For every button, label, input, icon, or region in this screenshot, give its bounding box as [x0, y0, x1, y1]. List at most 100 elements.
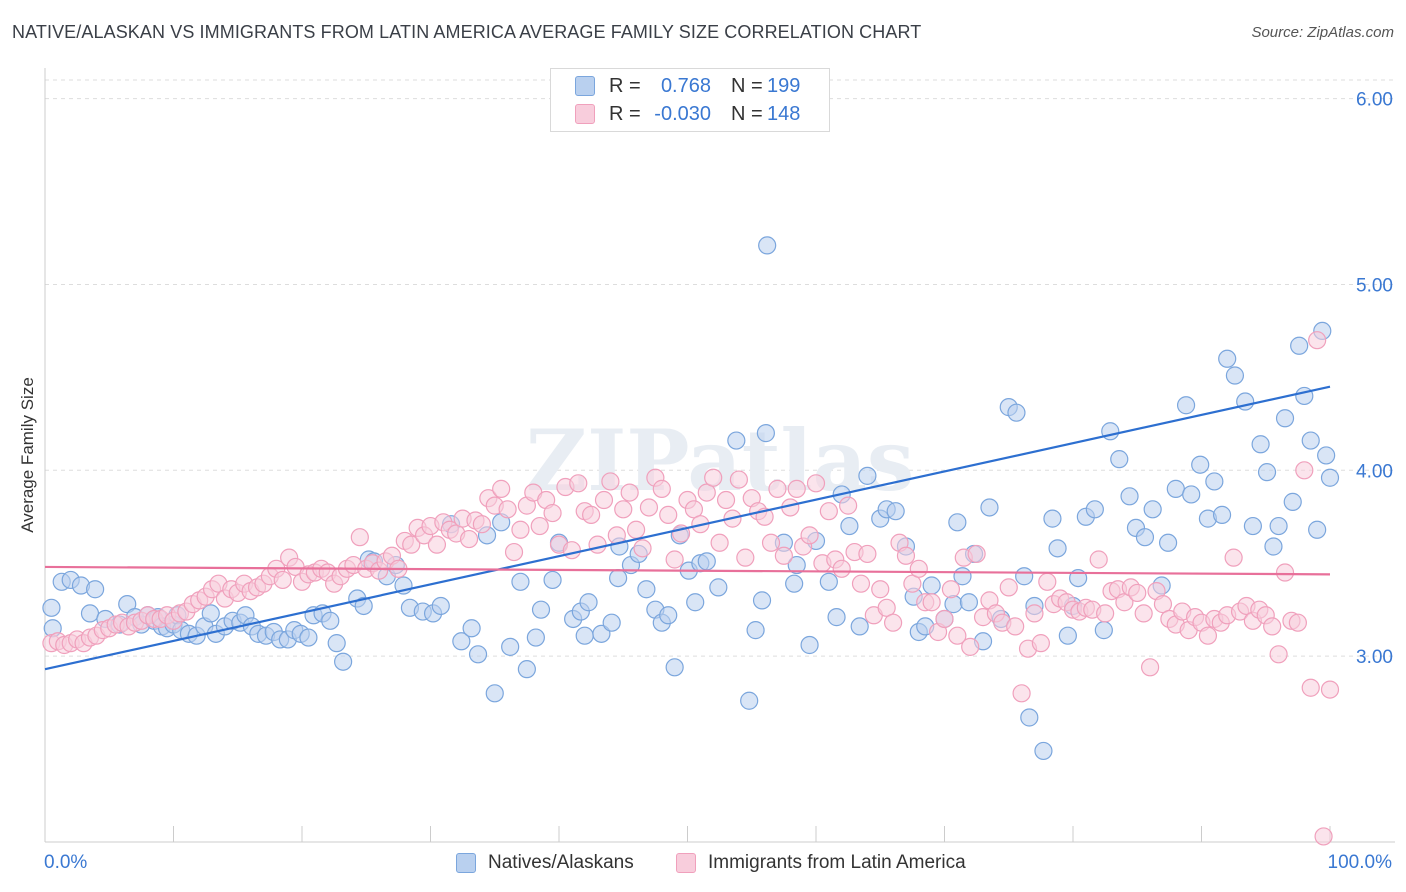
- point-natives: [575, 626, 594, 645]
- legend-swatch-blue: [456, 853, 476, 873]
- point-immigrants: [774, 546, 793, 565]
- point-natives: [609, 568, 628, 588]
- point-immigrants: [1140, 658, 1160, 677]
- point-natives: [1269, 516, 1288, 536]
- point-natives: [431, 596, 450, 616]
- point-immigrants: [1096, 604, 1115, 623]
- point-immigrants: [582, 505, 601, 524]
- point-natives: [531, 600, 551, 619]
- point-immigrants: [588, 535, 607, 554]
- point-natives: [1191, 455, 1210, 474]
- point-immigrants: [427, 535, 447, 554]
- point-natives: [746, 621, 765, 640]
- point-immigrants: [472, 515, 491, 534]
- point-natives: [827, 608, 846, 627]
- point-immigrants: [1038, 572, 1057, 591]
- point-natives: [922, 576, 941, 595]
- r-value: 0.768: [660, 74, 711, 97]
- point-immigrants: [922, 593, 941, 612]
- point-natives: [1110, 450, 1129, 469]
- point-natives: [592, 624, 611, 643]
- point-natives: [948, 513, 967, 532]
- point-immigrants: [883, 613, 903, 632]
- x-axis-max-label: 100.0%: [1327, 852, 1392, 873]
- r-value: -0.030: [654, 102, 711, 125]
- point-natives: [1085, 500, 1104, 519]
- point-natives: [709, 578, 728, 597]
- point-natives: [1218, 349, 1237, 368]
- point-immigrants: [633, 539, 652, 558]
- point-natives: [840, 516, 859, 536]
- point-immigrants: [665, 550, 684, 569]
- point-natives: [354, 596, 373, 616]
- point-immigrants: [941, 580, 961, 599]
- point-immigrants: [659, 505, 678, 524]
- series-legend: Natives/Alaskans Immigrants from Latin A…: [0, 852, 1406, 876]
- point-immigrants: [511, 520, 530, 539]
- point-natives: [787, 555, 806, 575]
- legend-row-natives: R = 0.768 N = 199: [575, 74, 807, 98]
- point-immigrants: [498, 500, 517, 519]
- point-immigrants: [459, 529, 479, 549]
- point-natives: [659, 606, 678, 625]
- point-natives: [665, 658, 684, 677]
- point-natives: [1205, 472, 1224, 491]
- point-immigrants: [1224, 548, 1243, 567]
- point-natives: [1176, 396, 1196, 415]
- source-credit: Source: ZipAtlas.com: [1251, 24, 1394, 41]
- n-value: 199: [767, 74, 801, 97]
- point-immigrants: [768, 479, 787, 498]
- point-immigrants: [710, 533, 729, 552]
- point-natives: [602, 613, 621, 632]
- x-axis-min-label: 0.0%: [44, 852, 88, 873]
- point-natives: [758, 236, 777, 255]
- point-immigrants: [704, 468, 723, 487]
- point-immigrants: [716, 490, 736, 510]
- legend-item-immigrants: Immigrants from Latin America: [676, 852, 966, 874]
- trendline-immigrants: [44, 565, 1331, 576]
- point-natives: [1094, 621, 1113, 640]
- point-natives: [1290, 336, 1309, 355]
- point-natives: [752, 591, 772, 610]
- point-immigrants: [543, 503, 562, 523]
- y-tick-label: 6.00: [1356, 90, 1393, 111]
- point-immigrants: [948, 626, 967, 645]
- point-immigrants: [652, 479, 671, 498]
- point-immigrants: [1263, 617, 1282, 636]
- n-value: 148: [767, 102, 801, 125]
- point-natives: [1020, 708, 1039, 727]
- point-immigrants: [639, 498, 659, 517]
- r-label: R =: [609, 74, 641, 97]
- y-tick-label: 5.00: [1356, 275, 1393, 296]
- point-immigrants: [736, 548, 755, 567]
- point-natives: [686, 593, 705, 612]
- legend-swatch-blue: [575, 76, 595, 96]
- point-immigrants: [1314, 827, 1333, 846]
- point-immigrants: [999, 578, 1018, 597]
- legend-row-immigrants: R = -0.030 N = 148: [575, 102, 807, 126]
- point-natives: [468, 645, 488, 664]
- point-immigrants: [832, 559, 851, 578]
- point-natives: [1043, 509, 1062, 528]
- point-natives: [1317, 446, 1336, 465]
- point-natives: [526, 628, 545, 647]
- point-immigrants: [967, 544, 986, 564]
- point-immigrants: [1025, 604, 1044, 623]
- point-natives: [1301, 431, 1320, 450]
- point-natives: [543, 570, 562, 590]
- point-immigrants: [402, 535, 421, 554]
- point-immigrants: [787, 479, 806, 498]
- point-immigrants: [350, 528, 369, 547]
- point-natives: [886, 502, 905, 521]
- point-immigrants: [1301, 678, 1320, 697]
- point-natives: [86, 580, 105, 599]
- r-label: R =: [609, 102, 641, 125]
- point-immigrants: [729, 470, 749, 489]
- point-immigrants: [562, 541, 581, 560]
- legend-swatch-pink: [676, 853, 696, 873]
- point-immigrants: [806, 474, 826, 493]
- point-natives: [485, 684, 504, 703]
- point-natives: [1007, 403, 1026, 422]
- point-natives: [579, 593, 598, 612]
